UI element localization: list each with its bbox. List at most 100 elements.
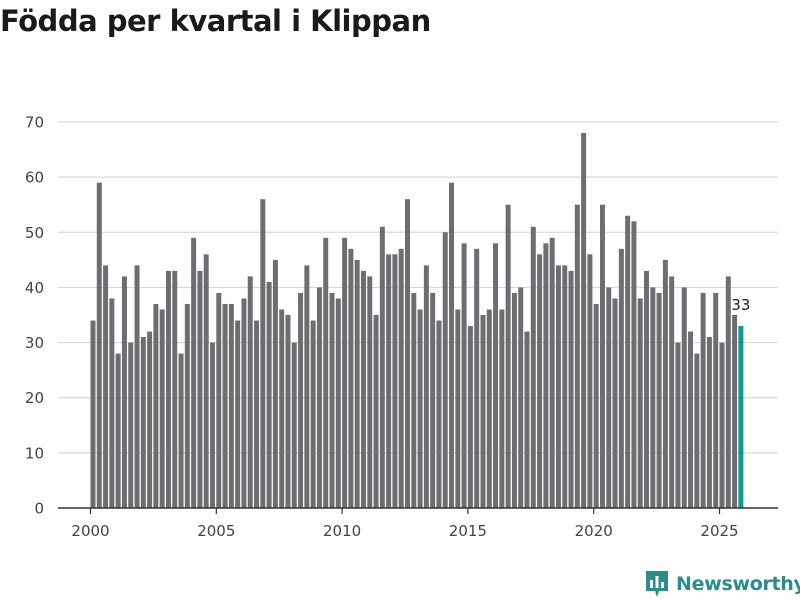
bar-2001-q2 bbox=[121, 276, 127, 508]
bar-2002-q1 bbox=[140, 337, 146, 508]
bar-2025-q1 bbox=[719, 342, 725, 508]
bar-2019-q1 bbox=[568, 270, 574, 508]
bar-2018-q2 bbox=[549, 237, 555, 509]
bar-2020-q3 bbox=[606, 287, 612, 508]
bar-2016-q4 bbox=[511, 292, 517, 508]
bar-2004-q2 bbox=[197, 270, 203, 508]
bar-2016-q1 bbox=[493, 243, 499, 508]
bar-2011-q3 bbox=[379, 226, 385, 508]
labels: 0 10 20 30 40 50 60 70 2000 2005 2010 2015 2020 2025 3… bbox=[25, 114, 751, 541]
bar-2014-q4 bbox=[461, 243, 467, 508]
bar-2012-q1 bbox=[392, 254, 398, 508]
bar-2009-q3 bbox=[329, 292, 335, 508]
bar-2017-q1 bbox=[518, 287, 524, 508]
bar-2019-q4 bbox=[587, 254, 593, 508]
bar-2020-q2 bbox=[599, 204, 605, 508]
bar-2019-q2 bbox=[574, 204, 580, 508]
bar-2017-q3 bbox=[530, 226, 536, 508]
bar-2021-q2 bbox=[625, 215, 631, 509]
bar-2016-q2 bbox=[499, 309, 505, 508]
y-tick-label-50: 50 bbox=[25, 224, 44, 242]
bar-2008-q2 bbox=[298, 292, 304, 508]
bar-2018-q1 bbox=[543, 243, 549, 508]
bar-2016-q3 bbox=[505, 204, 511, 508]
y-tick-label-30: 30 bbox=[25, 334, 44, 352]
chart-title: Födda per kvartal i Klippan bbox=[0, 4, 431, 38]
brand-logo: Newsworthy bbox=[644, 568, 800, 600]
bar-2009-q1 bbox=[316, 287, 322, 508]
bar-2000-q4 bbox=[109, 298, 115, 508]
bar-2011-q4 bbox=[386, 254, 392, 508]
bar-2018-q4 bbox=[562, 265, 568, 508]
last-value-label: 33 bbox=[731, 296, 750, 314]
bar-2012-q2 bbox=[398, 248, 404, 508]
newsworthy-icon bbox=[646, 571, 668, 597]
bar-2019-q3 bbox=[581, 133, 587, 508]
bar-2024-q1 bbox=[694, 353, 700, 508]
bar-2012-q3 bbox=[405, 199, 410, 508]
bar-2013-q2 bbox=[423, 265, 429, 508]
bar-2023-q1 bbox=[669, 276, 675, 508]
bar-2004-q3 bbox=[203, 254, 209, 508]
bar-2022-q4 bbox=[662, 259, 668, 508]
bar-2006-q4 bbox=[260, 199, 266, 508]
bar-2008-q3 bbox=[304, 265, 310, 508]
bar-2013-q1 bbox=[417, 309, 423, 508]
bar-2013-q4 bbox=[436, 320, 442, 508]
bar-2022-q2 bbox=[650, 287, 656, 508]
x-tick-label-2020: 2020 bbox=[575, 522, 613, 540]
bar-2010-q4 bbox=[360, 270, 366, 508]
bar-2021-q3 bbox=[631, 221, 637, 508]
y-tick-label-60: 60 bbox=[25, 169, 44, 187]
bar-2021-q1 bbox=[618, 248, 624, 508]
x-tick-label-2010: 2010 bbox=[323, 522, 361, 540]
bar-2015-q1 bbox=[467, 326, 473, 508]
bar-2011-q1 bbox=[367, 276, 373, 508]
bar-2014-q2 bbox=[449, 182, 455, 508]
bar-2006-q1 bbox=[241, 298, 247, 508]
bars bbox=[90, 133, 744, 509]
bar-2002-q2 bbox=[147, 331, 153, 508]
bar-2020-q4 bbox=[612, 298, 618, 508]
bar-2009-q4 bbox=[335, 298, 341, 508]
bar-2009-q2 bbox=[323, 237, 329, 509]
bar-2001-q1 bbox=[115, 353, 121, 508]
bar-2003-q2 bbox=[172, 270, 178, 508]
bar-2005-q2 bbox=[222, 303, 228, 508]
bar-2000-q2 bbox=[96, 182, 102, 508]
bar-2024-q3 bbox=[706, 337, 712, 508]
y-tick-label-10: 10 bbox=[25, 444, 44, 462]
bar-2006-q2 bbox=[247, 276, 253, 508]
bar-2011-q2 bbox=[373, 315, 379, 508]
bar-2003-q1 bbox=[165, 270, 171, 508]
bar-2021-q4 bbox=[637, 298, 643, 508]
bar-2025-q3 bbox=[732, 315, 738, 508]
bar-2022-q3 bbox=[656, 292, 662, 508]
y-tick-label-70: 70 bbox=[25, 114, 44, 132]
bar-2017-q4 bbox=[537, 254, 543, 508]
bar-2015-q4 bbox=[486, 309, 492, 508]
bar-2007-q3 bbox=[279, 309, 285, 508]
bar-2005-q3 bbox=[228, 303, 234, 508]
bar-2003-q4 bbox=[184, 303, 190, 508]
bar-2014-q1 bbox=[442, 232, 448, 509]
bar-2005-q1 bbox=[216, 292, 222, 508]
bar-2022-q1 bbox=[644, 270, 650, 508]
bar-2012-q4 bbox=[411, 292, 417, 508]
y-tick-label-40: 40 bbox=[25, 279, 44, 297]
bar-2008-q4 bbox=[310, 320, 316, 508]
bar-2025-q2 bbox=[725, 276, 731, 508]
x-tick-label-2025: 2025 bbox=[700, 522, 738, 540]
bar-2015-q3 bbox=[480, 315, 486, 508]
bar-2023-q4 bbox=[688, 331, 694, 508]
bar-2005-q4 bbox=[235, 320, 241, 508]
y-tick-label-0: 0 bbox=[34, 500, 44, 518]
bar-2002-q4 bbox=[159, 309, 165, 508]
bar-2006-q3 bbox=[254, 320, 260, 508]
bar-2002-q3 bbox=[153, 303, 159, 508]
bar-2010-q1 bbox=[342, 237, 348, 509]
bar-2000-q1 bbox=[90, 320, 96, 508]
x-tick-label-2005: 2005 bbox=[197, 522, 235, 540]
bar-2020-q1 bbox=[593, 303, 599, 508]
bar-2004-q4 bbox=[210, 342, 215, 508]
